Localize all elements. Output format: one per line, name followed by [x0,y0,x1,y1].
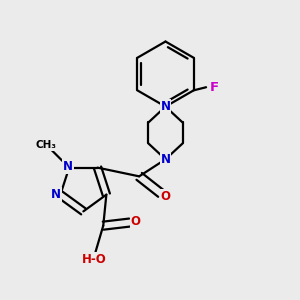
Text: N: N [51,188,61,201]
Text: N: N [63,160,73,172]
Text: O: O [160,190,170,203]
Text: H-O: H-O [82,253,106,266]
Text: N: N [160,100,170,113]
Text: CH₃: CH₃ [35,140,56,150]
Text: F: F [209,81,218,94]
Text: O: O [131,214,141,227]
Text: N: N [160,153,170,166]
